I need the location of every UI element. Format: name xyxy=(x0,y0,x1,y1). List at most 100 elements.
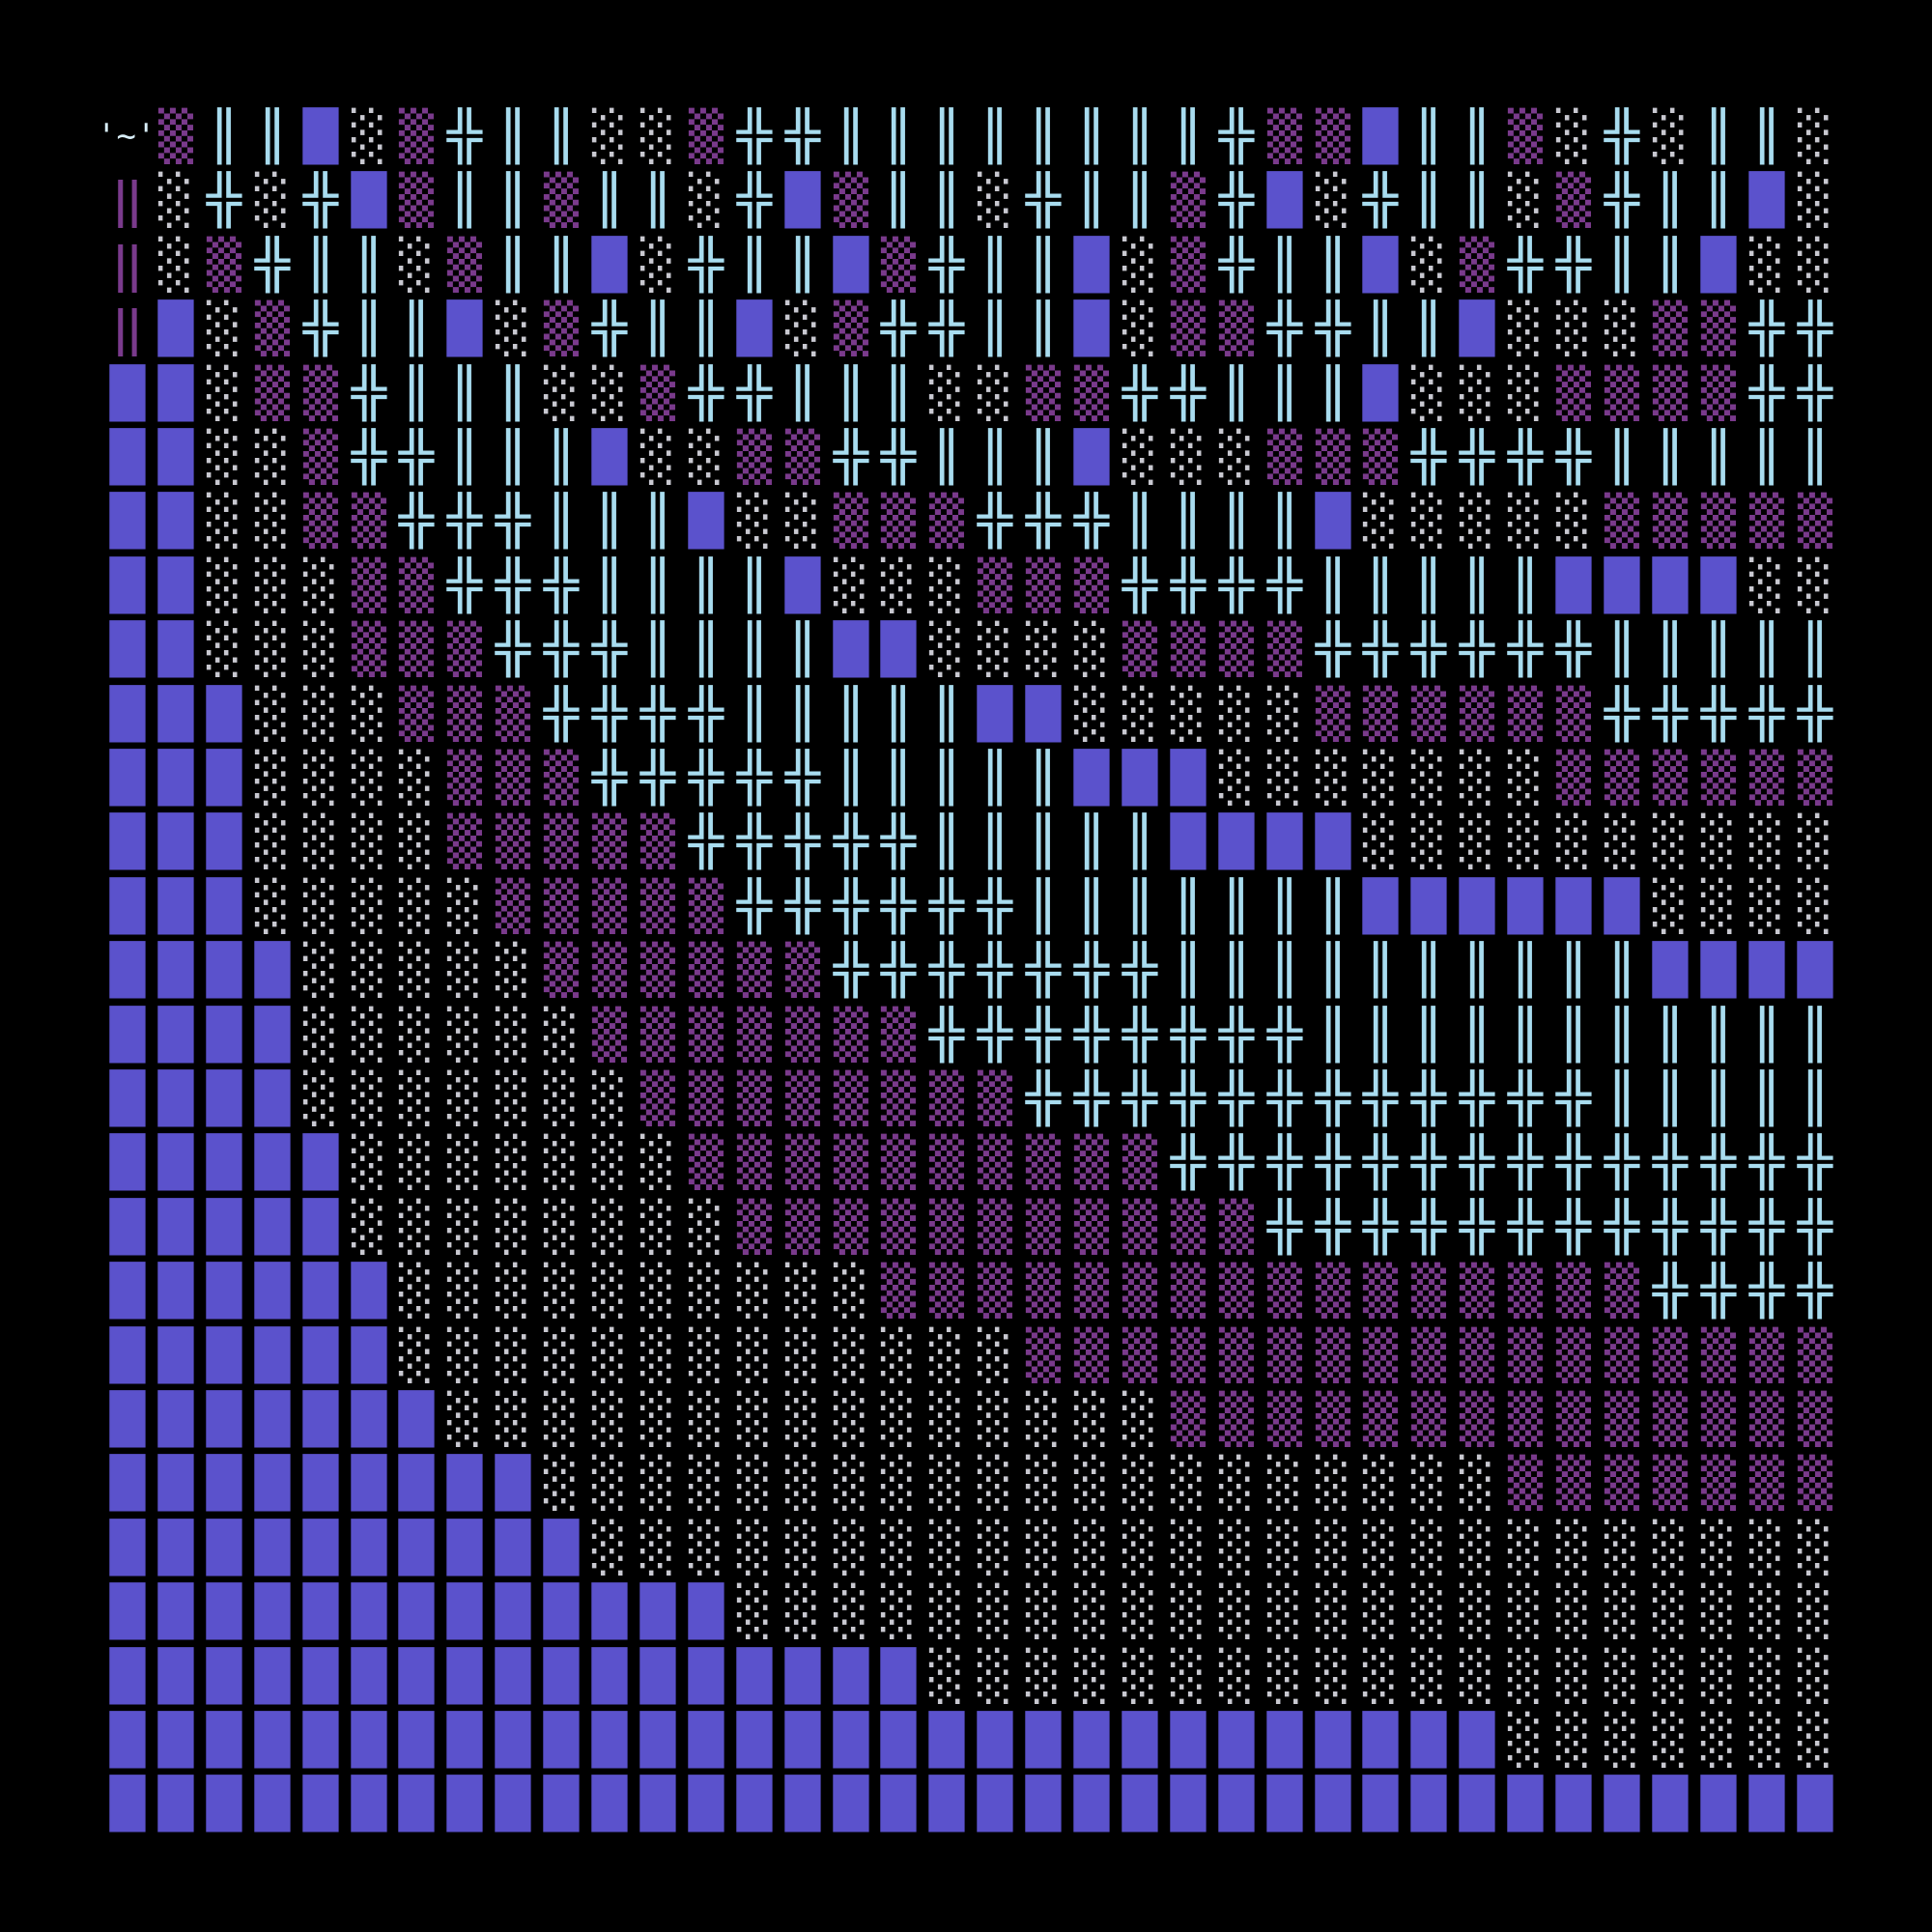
cell: ░ xyxy=(1266,1583,1302,1640)
cell: █ xyxy=(1026,685,1062,742)
cell: ░ xyxy=(1073,1583,1110,1640)
cell: ░ xyxy=(1555,300,1592,357)
cell: █ xyxy=(1315,813,1350,870)
cell: ░ xyxy=(1411,813,1447,870)
cell: █ xyxy=(157,621,193,678)
cell: ░ xyxy=(1555,813,1592,870)
cell: ░ xyxy=(1748,236,1784,293)
cell: ░ xyxy=(206,429,242,485)
cell: ║ xyxy=(1315,556,1350,613)
cell: ░ xyxy=(1026,1519,1062,1576)
cell: ░ xyxy=(1218,1583,1254,1640)
cell: █ xyxy=(254,1647,290,1704)
cell: ╬ xyxy=(1700,685,1736,742)
cell: ▒ xyxy=(1508,108,1544,164)
cell: ▒ xyxy=(496,685,531,742)
cell: ░ xyxy=(302,813,338,870)
cell: ▒ xyxy=(1363,1326,1399,1383)
cell: ▒ xyxy=(881,1006,917,1063)
cell: ░ xyxy=(881,1326,917,1383)
cell: █ xyxy=(351,172,386,229)
cell: █ xyxy=(1555,556,1592,613)
cell: ░ xyxy=(254,172,290,229)
cell: █ xyxy=(157,1712,193,1768)
cell: █ xyxy=(1363,364,1399,421)
cell: █ xyxy=(784,1647,820,1704)
cell: ╬ xyxy=(1266,556,1302,613)
cell: ░ xyxy=(544,364,580,421)
cell: ░ xyxy=(1170,685,1206,742)
cell: █ xyxy=(1604,556,1639,613)
cell: ░ xyxy=(639,1391,675,1447)
cell: █ xyxy=(1748,942,1784,999)
cell: ▒ xyxy=(1266,108,1302,164)
cell: ▒ xyxy=(1026,1134,1062,1191)
cell: ░ xyxy=(1026,621,1062,678)
cell: ║ xyxy=(881,108,917,164)
cell: ║ xyxy=(639,556,675,613)
cell: ▒ xyxy=(1026,364,1062,421)
cell: ║ xyxy=(496,236,531,293)
cell: ░ xyxy=(978,1647,1013,1704)
cell: █ xyxy=(206,1647,242,1704)
cell: ▒ xyxy=(688,877,724,934)
cell: ▒ xyxy=(736,1198,772,1255)
cell: ▒ xyxy=(254,300,290,357)
cell: █ xyxy=(109,813,146,870)
cell: █ xyxy=(109,1776,146,1833)
cell: ╬ xyxy=(1363,621,1399,678)
cell: ╬ xyxy=(688,236,724,293)
cell: ░ xyxy=(206,364,242,421)
cell: ░ xyxy=(1363,493,1399,550)
cell: █ xyxy=(833,621,868,678)
cell: █ xyxy=(881,1647,917,1704)
cell: ║ xyxy=(1122,493,1157,550)
cell: ▒ xyxy=(1266,429,1302,485)
cell: █ xyxy=(109,493,146,550)
cell: █ xyxy=(688,493,724,550)
cell: ░ xyxy=(1700,1712,1736,1768)
cell: ╬ xyxy=(736,813,772,870)
cell: ╬ xyxy=(1073,942,1110,999)
cell: ║ xyxy=(1122,172,1157,229)
cell: █ xyxy=(157,1006,193,1063)
cell: ║ xyxy=(1026,300,1062,357)
cell: █ xyxy=(833,1647,868,1704)
cell: ▒ xyxy=(881,236,917,293)
cell: ░ xyxy=(1508,1519,1544,1576)
cell: █ xyxy=(109,877,146,934)
cell: ░ xyxy=(447,1006,483,1063)
cell: ‖ xyxy=(109,300,146,357)
cell: ░ xyxy=(784,1263,820,1320)
cell: ░ xyxy=(1700,877,1736,934)
cell: ░ xyxy=(302,942,338,999)
cell: █ xyxy=(109,1198,146,1255)
cell: ║ xyxy=(351,236,386,293)
cell: ║ xyxy=(1218,493,1254,550)
cell: █ xyxy=(399,1647,435,1704)
cell: ╬ xyxy=(1315,300,1350,357)
cell: █ xyxy=(399,1519,435,1576)
cell: ╬ xyxy=(1363,172,1399,229)
cell: ░ xyxy=(1266,1455,1302,1512)
cell: ║ xyxy=(1026,429,1062,485)
cell: ╬ xyxy=(1026,172,1062,229)
cell: ▒ xyxy=(399,621,435,678)
cell: ░ xyxy=(254,750,290,806)
cell: ╬ xyxy=(1797,685,1833,742)
cell: ║ xyxy=(1266,942,1302,999)
cell: ║ xyxy=(688,621,724,678)
cell: ▒ xyxy=(639,942,675,999)
cell: █ xyxy=(351,1263,386,1320)
cell: ╬ xyxy=(1411,429,1447,485)
cell: ░ xyxy=(399,1198,435,1255)
cell: ╬ xyxy=(688,685,724,742)
cell: ▒ xyxy=(833,300,868,357)
cell: ║ xyxy=(784,685,820,742)
cell: █ xyxy=(496,1712,531,1768)
cell: ║ xyxy=(978,300,1013,357)
cell: █ xyxy=(591,429,628,485)
cell: █ xyxy=(1700,556,1736,613)
cell: ║ xyxy=(1170,493,1206,550)
cell: █ xyxy=(496,1647,531,1704)
